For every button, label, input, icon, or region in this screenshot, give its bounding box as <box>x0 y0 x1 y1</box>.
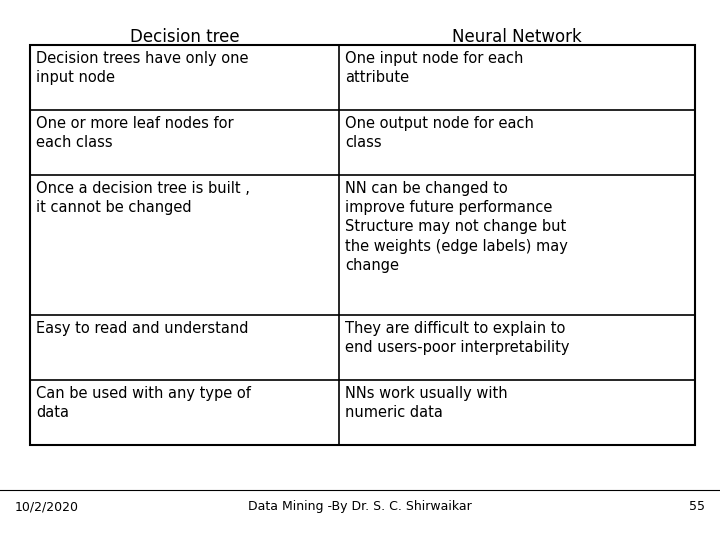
Text: NNs work usually with
numeric data: NNs work usually with numeric data <box>345 386 508 420</box>
Text: Easy to read and understand: Easy to read and understand <box>36 321 248 336</box>
Text: One or more leaf nodes for
each class: One or more leaf nodes for each class <box>36 116 233 150</box>
Bar <box>30 45 695 445</box>
Text: 55: 55 <box>689 500 705 513</box>
Text: NN can be changed to
improve future performance
Structure may not change but
the: NN can be changed to improve future perf… <box>345 181 568 273</box>
Text: Neural Network: Neural Network <box>452 28 582 46</box>
Text: One output node for each
class: One output node for each class <box>345 116 534 150</box>
Text: Decision trees have only one
input node: Decision trees have only one input node <box>36 51 248 85</box>
Text: Decision tree: Decision tree <box>130 28 240 46</box>
Text: Once a decision tree is built ,
it cannot be changed: Once a decision tree is built , it canno… <box>36 181 250 215</box>
Text: Can be used with any type of
data: Can be used with any type of data <box>36 386 251 420</box>
Text: 10/2/2020: 10/2/2020 <box>15 500 79 513</box>
Text: They are difficult to explain to
end users-poor interpretability: They are difficult to explain to end use… <box>345 321 570 355</box>
Text: One input node for each
attribute: One input node for each attribute <box>345 51 523 85</box>
Text: Data Mining -By Dr. S. C. Shirwaikar: Data Mining -By Dr. S. C. Shirwaikar <box>248 500 472 513</box>
